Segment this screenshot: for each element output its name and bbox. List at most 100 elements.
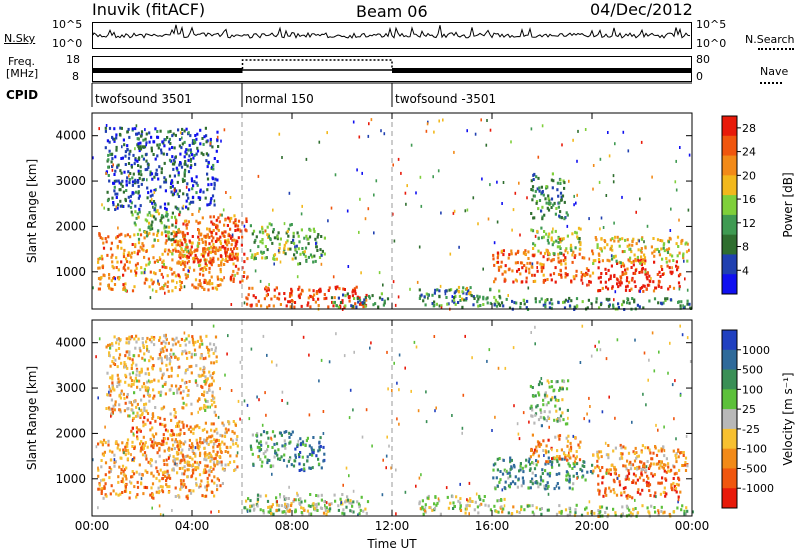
echo-cell — [179, 385, 182, 388]
echo-cell — [393, 361, 395, 365]
echo-cell — [130, 384, 133, 388]
echo-cell — [122, 286, 125, 290]
echo-cell — [647, 510, 650, 514]
echo-cell — [574, 436, 577, 439]
echo-cell — [168, 147, 171, 151]
echo-cell — [383, 301, 386, 305]
echo-cell — [342, 287, 345, 291]
echo-cell — [606, 287, 610, 291]
echo-cell — [208, 227, 211, 231]
echo-cell — [554, 212, 557, 216]
echo-cell — [145, 486, 149, 490]
echo-cell — [137, 180, 140, 184]
echo-cell — [124, 354, 127, 358]
echo-cell — [203, 468, 206, 472]
echo-cell — [111, 260, 114, 264]
echo-cell — [180, 337, 183, 341]
echo-cell — [578, 237, 581, 240]
echo-cell — [555, 380, 558, 384]
echo-cell — [541, 205, 544, 209]
echo-cell — [574, 511, 577, 515]
echo-cell — [142, 435, 145, 439]
echo-cell — [348, 296, 351, 299]
echo-cell — [575, 269, 578, 273]
echo-cell — [135, 426, 138, 430]
echo-cell — [560, 273, 563, 277]
echo-cell — [163, 144, 166, 148]
echo-cell — [216, 477, 219, 481]
echo-cell — [209, 405, 211, 409]
colorbar-segment — [722, 274, 737, 295]
echo-cell — [581, 281, 584, 285]
echo-cell — [598, 180, 601, 184]
echo-cell — [353, 350, 355, 354]
echo-cell — [204, 378, 207, 382]
echo-cell — [626, 474, 629, 478]
echo-cell — [330, 296, 334, 300]
echo-cell — [314, 259, 317, 263]
echo-cell — [282, 458, 286, 462]
x-tick-label: 20:00 — [575, 519, 610, 533]
echo-cell — [464, 511, 467, 515]
echo-cell — [204, 234, 207, 238]
echo-cell — [543, 484, 546, 488]
echo-cell — [665, 260, 668, 264]
echo-cell — [185, 246, 188, 250]
echo-cell — [420, 473, 422, 477]
echo-cell — [452, 507, 455, 510]
echo-cell — [300, 228, 303, 232]
echo-cell — [530, 331, 532, 334]
echo-cell — [180, 441, 183, 445]
echo-cell — [114, 277, 116, 281]
echo-cell — [540, 185, 543, 189]
echo-cell — [679, 451, 682, 455]
echo-cell — [151, 244, 154, 248]
echo-cell — [538, 189, 541, 193]
echo-cell — [171, 193, 174, 197]
echo-cell — [662, 511, 665, 515]
echo-cell — [570, 279, 573, 283]
echo-cell — [530, 188, 533, 191]
x-tick-label: 16:00 — [475, 519, 510, 533]
echo-cell — [160, 376, 164, 380]
echo-cell — [636, 303, 639, 307]
echo-cell — [500, 249, 503, 253]
echo-cell — [507, 476, 510, 480]
echo-cell — [230, 257, 233, 261]
echo-cell — [229, 247, 233, 251]
echo-cell — [184, 485, 188, 489]
echo-cell — [176, 457, 179, 461]
echo-cell — [113, 127, 116, 131]
echo-cell — [663, 510, 666, 514]
echo-cell — [292, 235, 295, 239]
echo-cell — [210, 263, 213, 267]
echo-cell — [100, 254, 103, 258]
echo-cell — [177, 448, 181, 452]
echo-cell — [533, 194, 536, 198]
echo-cell — [485, 297, 488, 301]
echo-cell — [165, 337, 168, 341]
echo-cell — [634, 338, 636, 342]
echo-cell — [581, 300, 584, 304]
echo-cell — [522, 481, 525, 485]
echo-cell — [165, 483, 168, 487]
echo-cell — [192, 156, 195, 160]
echo-cell — [168, 225, 171, 229]
echo-cell — [671, 383, 674, 387]
echo-cell — [95, 445, 98, 449]
echo-cell — [546, 394, 549, 398]
echo-cell — [297, 287, 300, 291]
echo-cell — [648, 279, 651, 283]
echo-cell — [179, 344, 182, 347]
echo-cell — [604, 491, 607, 495]
echo-cell — [137, 164, 140, 167]
echo-cell — [550, 197, 554, 201]
echo-cell — [132, 459, 135, 463]
echo-cell — [621, 261, 624, 265]
echo-cell — [153, 189, 156, 192]
echo-cell — [150, 471, 153, 475]
echo-cell — [132, 382, 135, 386]
echo-cell — [297, 262, 300, 266]
echo-cell — [654, 510, 657, 514]
echo-cell — [118, 181, 121, 185]
